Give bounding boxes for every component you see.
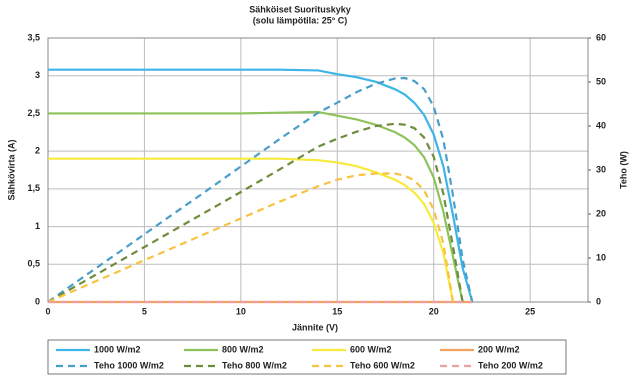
y-tick-label: 2,5: [27, 108, 40, 118]
y-tick-label: 0: [35, 296, 40, 306]
legend-label: 1000 W/m2: [94, 344, 141, 354]
x-tick-label: 25: [525, 306, 535, 316]
series-line: [48, 68, 474, 303]
y-tick-label: 1: [35, 221, 40, 231]
y2-axis-label: Teho (W): [618, 151, 628, 189]
y2-tick-label: 30: [596, 164, 606, 174]
series-line: [48, 157, 455, 303]
legend-label: 200 W/m2: [478, 344, 520, 354]
legend-label: 800 W/m2: [222, 344, 264, 354]
y-tick-label: 2: [35, 146, 40, 156]
y2-tick-label: 10: [596, 252, 606, 262]
y2-tick-label: 20: [596, 208, 606, 218]
x-tick-label: 15: [332, 306, 342, 316]
series-line: [47, 76, 474, 303]
y-tick-label: 3: [35, 70, 40, 80]
x-tick-label: 0: [45, 306, 50, 316]
y2-tick-label: 40: [596, 120, 606, 130]
series-line: [48, 110, 464, 303]
chart-subtitle: (solu lämpötila: 25° C): [253, 15, 348, 25]
legend-label: Teho 600 W/m2: [350, 360, 415, 370]
x-axis-label: Jännite (V): [292, 322, 338, 332]
series-line: [47, 172, 455, 304]
x-tick-label: 20: [429, 306, 439, 316]
legend-label: Teho 200 W/m2: [478, 360, 543, 370]
legend-label: Teho 1000 W/m2: [94, 360, 164, 370]
plot-frame: [47, 37, 589, 303]
y-tick-label: 3,5: [27, 32, 40, 42]
chart-title: Sähköiset Suorituskyky: [249, 4, 351, 14]
y2-tick-label: 50: [596, 76, 606, 86]
y-tick-label: 1,5: [27, 183, 40, 193]
series-line: [47, 122, 464, 303]
y2-tick-label: 0: [596, 296, 601, 306]
y-axis-label: Sähkövirta (A): [6, 139, 16, 200]
y2-tick-label: 60: [596, 32, 606, 42]
legend-box: [47, 339, 567, 375]
legend-label: 600 W/m2: [350, 344, 392, 354]
legend-label: Teho 800 W/m2: [222, 360, 287, 370]
x-tick-label: 5: [142, 306, 147, 316]
y-tick-label: 0,5: [27, 259, 40, 269]
x-tick-label: 10: [236, 306, 246, 316]
